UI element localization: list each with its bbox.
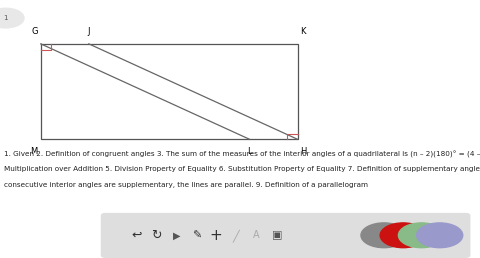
Text: K: K bbox=[300, 27, 306, 36]
Text: A: A bbox=[252, 230, 259, 240]
Text: G: G bbox=[32, 27, 38, 36]
Circle shape bbox=[398, 223, 444, 248]
Circle shape bbox=[361, 223, 407, 248]
Text: J: J bbox=[87, 27, 90, 36]
Text: ▣: ▣ bbox=[272, 230, 283, 240]
Text: ↻: ↻ bbox=[151, 229, 161, 242]
Text: L: L bbox=[247, 147, 252, 156]
Text: ✎: ✎ bbox=[192, 230, 202, 240]
Text: H: H bbox=[300, 147, 307, 156]
Text: 1. Given 2. Definition of congruent angles 3. The sum of the measures of the int: 1. Given 2. Definition of congruent angl… bbox=[4, 151, 480, 158]
Text: 1: 1 bbox=[3, 15, 8, 21]
FancyBboxPatch shape bbox=[101, 213, 470, 258]
Text: ↩: ↩ bbox=[132, 229, 142, 242]
Text: +: + bbox=[210, 228, 222, 243]
Text: ╱: ╱ bbox=[233, 229, 240, 242]
Circle shape bbox=[0, 8, 24, 28]
Text: M: M bbox=[30, 147, 38, 156]
Circle shape bbox=[417, 223, 463, 248]
Circle shape bbox=[380, 223, 426, 248]
Text: ▶: ▶ bbox=[173, 230, 180, 240]
Text: consecutive interior angles are supplementary, the lines are parallel. 9. Defini: consecutive interior angles are suppleme… bbox=[4, 182, 368, 188]
Text: Multiplication over Addition 5. Division Property of Equality 6. Substitution Pr: Multiplication over Addition 5. Division… bbox=[4, 166, 480, 172]
